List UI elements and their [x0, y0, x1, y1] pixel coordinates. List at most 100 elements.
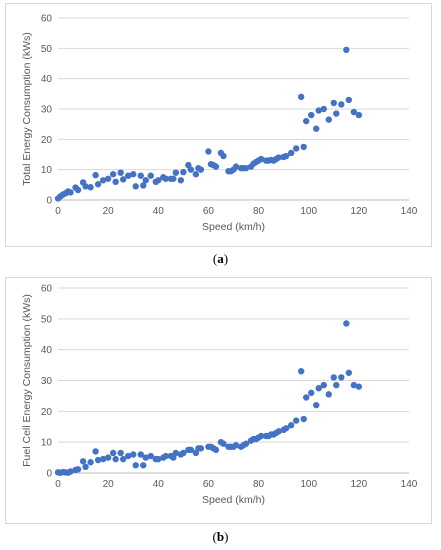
- data-point: [99, 177, 107, 184]
- data-point: [292, 145, 300, 152]
- data-point: [287, 149, 295, 157]
- x-tick-label: 20: [103, 479, 115, 490]
- y-tick-label: 10: [41, 438, 53, 449]
- data-point: [315, 385, 322, 392]
- data-point: [282, 152, 290, 160]
- data-point: [155, 455, 162, 463]
- data-point: [232, 442, 240, 449]
- x-tick-label: 20: [103, 206, 115, 217]
- data-point: [242, 164, 250, 172]
- data-point: [130, 171, 137, 178]
- x-tick-label: 40: [153, 206, 165, 217]
- data-point: [300, 415, 307, 423]
- data-point: [257, 155, 265, 163]
- data-point: [220, 152, 227, 160]
- y-tick-label: 20: [41, 135, 53, 146]
- data-point: [180, 168, 187, 176]
- data-point: [313, 401, 320, 409]
- data-point: [119, 455, 127, 463]
- data-point: [187, 166, 195, 173]
- data-point: [162, 175, 170, 182]
- x-tick-label: 0: [55, 206, 61, 217]
- y-tick-label: 0: [46, 469, 52, 480]
- y-tick-label: 60: [41, 284, 53, 295]
- data-point: [92, 448, 99, 455]
- data-point: [104, 454, 112, 461]
- data-point: [315, 107, 322, 114]
- data-point: [109, 449, 117, 457]
- data-point: [74, 466, 82, 473]
- data-point: [343, 46, 350, 54]
- y-tick-label: 10: [41, 165, 53, 176]
- data-point: [338, 374, 345, 381]
- data-point: [355, 111, 363, 119]
- data-point: [172, 449, 180, 457]
- y-tick-label: 40: [41, 74, 53, 85]
- total-energy-scatter-chart: 0 10 20 30 40 50 60 0 20 40 60 80 100 120 140 Speed (km…: [21, 14, 418, 234]
- data-point: [82, 183, 89, 190]
- data-point: [180, 449, 187, 457]
- data-point: [74, 186, 82, 194]
- data-point: [67, 189, 74, 196]
- x-tick-label: 40: [153, 479, 165, 490]
- data-point: [187, 446, 195, 454]
- caption-a-letter: a: [217, 251, 224, 266]
- data-point: [104, 175, 112, 182]
- data-point: [94, 456, 102, 464]
- y-tick-label: 60: [41, 14, 53, 25]
- caption-b-letter: b: [216, 529, 225, 544]
- x-tick-label: 140: [401, 206, 418, 217]
- y-tick-label: 30: [41, 376, 53, 387]
- data-point: [275, 154, 282, 161]
- data-point: [140, 182, 147, 189]
- data-point: [242, 440, 250, 447]
- data-point: [142, 454, 149, 461]
- x-tick-label: 80: [253, 206, 265, 217]
- data-point: [333, 110, 340, 117]
- data-point: [303, 117, 310, 125]
- x-tick-label: 120: [351, 479, 368, 490]
- data-point: [67, 468, 74, 475]
- data-point: [308, 389, 315, 397]
- x-tick-label: 60: [203, 479, 215, 490]
- x-axis-label: Speed (km/h): [202, 494, 265, 506]
- data-point: [132, 183, 139, 190]
- x-tick-label: 100: [300, 479, 317, 490]
- data-point: [177, 177, 185, 184]
- data-point: [287, 422, 295, 429]
- data-point: [130, 451, 137, 458]
- data-point: [297, 368, 305, 375]
- data-point: [325, 391, 332, 398]
- data-point: [140, 462, 147, 469]
- data-point: [142, 177, 149, 184]
- y-axis-label: Fuel Cell Energy Consumption (kWs): [21, 294, 33, 467]
- data-point: [132, 462, 139, 469]
- data-point: [117, 449, 124, 457]
- data-point: [170, 175, 177, 182]
- chart-panel-a: 0 10 20 30 40 50 60 0 20 40 60 80 100 120 140 Speed (km…: [5, 3, 432, 247]
- data-point: [82, 463, 89, 471]
- data-point: [333, 381, 340, 389]
- x-tick-label: 80: [253, 479, 265, 490]
- data-point: [350, 381, 358, 389]
- caption-a: (a): [212, 251, 229, 266]
- y-tick-label: 50: [41, 44, 53, 55]
- y-tick-label: 0: [46, 196, 52, 207]
- data-point: [117, 169, 124, 176]
- data-point: [147, 452, 154, 460]
- x-tick-label: 0: [55, 479, 61, 490]
- data-point: [212, 163, 220, 170]
- data-point: [320, 381, 327, 389]
- data-point: [109, 171, 117, 178]
- data-point: [297, 93, 305, 101]
- data-point: [212, 446, 220, 454]
- data-point: [112, 178, 119, 185]
- data-point: [112, 455, 119, 463]
- y-tick-label: 30: [41, 105, 53, 116]
- data-point: [345, 369, 353, 376]
- data-point: [325, 116, 332, 123]
- chart-panel-b: 0 10 20 30 40 50 60 0 20 40 60 80 100 120 140 Speed (km…: [5, 277, 432, 524]
- data-point: [79, 458, 87, 465]
- x-axis-label: Speed (km/h): [202, 221, 265, 233]
- data-point: [350, 108, 358, 116]
